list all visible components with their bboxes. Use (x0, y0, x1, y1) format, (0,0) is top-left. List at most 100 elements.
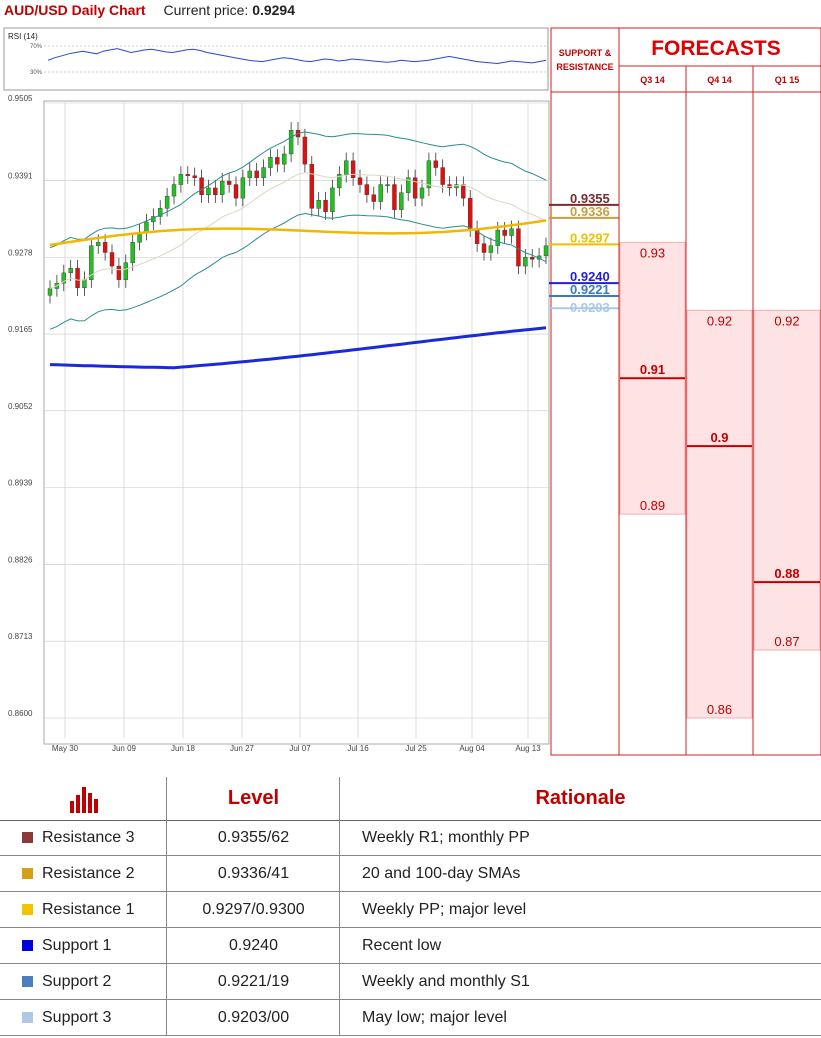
bar-chart-icon (70, 786, 98, 813)
candle-body (543, 245, 549, 257)
candle-body (371, 194, 376, 202)
level-value: 0.9221/19 (166, 964, 340, 999)
level-rationale: Weekly R1; monthly PP (339, 820, 821, 855)
candle-body (330, 187, 335, 212)
price-tick-label: 0.8939 (8, 479, 33, 488)
candle-body (399, 192, 404, 210)
candle-body (364, 184, 370, 195)
forecast-low-label: 0.89 (640, 498, 665, 513)
forecast-category: Q3 14 (640, 75, 665, 85)
level-value: 0.9355/62 (166, 820, 340, 855)
forecast-high-label: 0.92 (707, 313, 732, 328)
candle-body (461, 184, 466, 199)
candle-body (233, 184, 239, 199)
candle-body (254, 170, 259, 178)
bollinger-lower (49, 212, 547, 330)
table-row: Support 3 0.9203/00 May low; major level (0, 1000, 821, 1036)
sma-100-line (49, 219, 547, 247)
forecast-low-label: 0.87 (774, 634, 799, 649)
sr-level-label: 0.9203 (570, 300, 610, 315)
candle-body (302, 136, 308, 165)
sr-level-label: 0.9297 (570, 230, 610, 245)
price-tick-label: 0.8713 (8, 632, 33, 641)
price-tick-label: 0.8600 (8, 709, 33, 718)
candle-body (344, 160, 349, 175)
level-swatch (22, 1012, 33, 1023)
price-value: 0.9294 (252, 2, 296, 18)
candle-body (468, 197, 473, 229)
candle-body (261, 167, 266, 178)
table-row: Support 2 0.9221/19 Weekly and monthly S1 (0, 964, 821, 1000)
candle-body (288, 129, 294, 155)
forecast-high-label: 0.93 (640, 245, 665, 260)
table-row: Support 1 0.9240 Recent low (0, 928, 821, 964)
candle-body (75, 267, 80, 289)
candle-body (185, 174, 190, 176)
forecast-median-label: 0.9 (710, 430, 728, 445)
chart-title: AUD/USD Daily Chart (4, 2, 146, 18)
level-name: Support 3 (42, 1008, 112, 1026)
level-swatch (22, 832, 33, 843)
table-row: Resistance 2 0.9336/41 20 and 100-day SMAs (0, 856, 821, 892)
price-tick-label: 0.9278 (8, 248, 33, 257)
candle-body (247, 170, 252, 178)
date-tick-label: Jul 07 (289, 744, 311, 753)
price-tick-label: 0.9165 (8, 325, 33, 334)
level-swatch (22, 940, 33, 951)
level-rationale: Weekly and monthly S1 (339, 964, 821, 999)
candle-body (226, 180, 232, 185)
forecast-range (753, 309, 821, 651)
candle-body (426, 160, 432, 189)
date-tick-label: Aug 04 (459, 744, 485, 753)
level-name: Support 1 (42, 936, 112, 954)
level-column-header: Level (166, 777, 340, 820)
candle-body (68, 267, 73, 274)
price-tick-label: 0.9505 (8, 94, 33, 103)
forecast-category: Q4 14 (707, 75, 732, 85)
candle-body (206, 187, 211, 195)
level-value: 0.9336/41 (166, 856, 340, 891)
candle-body (516, 228, 521, 267)
candle-body (199, 177, 204, 195)
level-name: Resistance 1 (42, 900, 135, 918)
rsi-line (47, 48, 547, 65)
candle-body (192, 175, 197, 178)
candle-body (502, 229, 507, 236)
price-label: Current price: (163, 2, 249, 18)
candle-body (481, 243, 487, 253)
candle-body (406, 177, 411, 193)
candle-body (164, 195, 170, 209)
date-tick-label: Jul 16 (347, 744, 369, 753)
candle-body (213, 187, 218, 195)
level-name-cell: Support 1 (0, 928, 166, 963)
level-name: Support 2 (42, 972, 112, 990)
forecast-range (686, 309, 753, 719)
level-rationale: May low; major level (339, 1000, 821, 1035)
date-tick-label: Jun 27 (230, 744, 255, 753)
level-rationale: Weekly PP; major level (339, 892, 821, 927)
level-name-cell: Support 2 (0, 964, 166, 999)
date-tick-label: May 30 (52, 744, 79, 753)
forecast-median-label: 0.88 (774, 566, 799, 581)
candle-body (275, 157, 280, 165)
forecast-high-label: 0.92 (774, 313, 799, 328)
candle-body (89, 245, 94, 280)
candle-body (144, 221, 149, 233)
date-tick-label: Aug 13 (515, 744, 541, 753)
candle-body (109, 252, 115, 267)
level-name-cell: Resistance 1 (0, 892, 166, 927)
sr-level-label: 0.9336 (570, 204, 610, 219)
candle-body (392, 184, 397, 210)
forecast-low-label: 0.86 (707, 702, 732, 717)
level-swatch (22, 904, 33, 915)
candle-body (220, 180, 225, 195)
candle-body (378, 184, 383, 202)
candle-body (357, 177, 363, 185)
candle-body (116, 265, 122, 280)
sr-title-1: SUPPORT & (559, 48, 612, 58)
sma-200-line (49, 326, 547, 370)
bollinger-upper (49, 131, 547, 249)
table-row: Resistance 1 0.9297/0.9300 Weekly PP; majo… (0, 892, 821, 928)
sma-20-line (49, 172, 547, 289)
level-value: 0.9240 (166, 928, 340, 963)
